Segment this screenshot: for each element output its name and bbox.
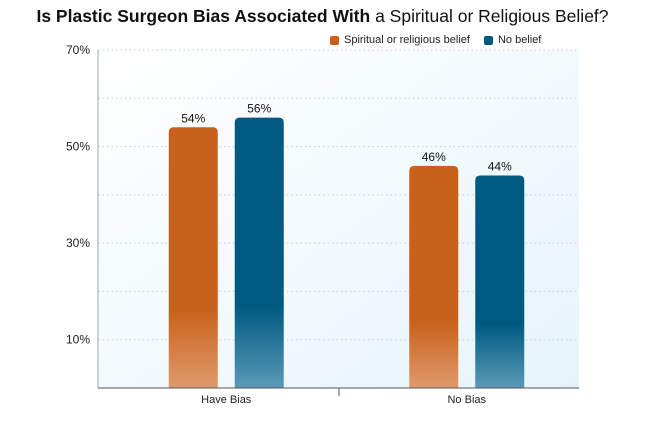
bar-have-bias-0: [168, 127, 218, 388]
bar-have-bias-1: [234, 117, 284, 388]
x-category-label: Have Bias: [201, 394, 252, 406]
y-tick-label: 70%: [66, 43, 90, 57]
x-category-label: No Bias: [447, 394, 486, 406]
legend-item-no-belief: No belief: [483, 34, 542, 46]
legend-swatch-no-belief: [483, 35, 493, 45]
bar-no-bias-1: [475, 175, 525, 388]
data-label: 54%: [181, 111, 205, 125]
y-axis-ticks: 10% 30% 50% 70%: [66, 43, 90, 347]
legend-label-spiritual: Spiritual or religious belief: [344, 34, 470, 46]
bars: [168, 117, 525, 388]
y-tick-label: 10%: [66, 333, 90, 347]
bar-no-bias-0: [409, 165, 459, 388]
data-label: 56%: [247, 102, 271, 116]
data-label: 46%: [422, 150, 446, 164]
chart-title: Is Plastic Surgeon Bias Associated With …: [0, 6, 645, 27]
legend: Spiritual or religious belief No belief: [330, 34, 541, 46]
data-labels: 54% 56% 46% 44%: [181, 102, 512, 174]
legend-item-spiritual: Spiritual or religious belief: [330, 34, 470, 46]
y-tick-label: 30%: [66, 236, 90, 250]
y-tick-label: 50%: [66, 140, 90, 154]
chart-title-bold: Is Plastic Surgeon Bias Associated With: [36, 6, 371, 26]
legend-swatch-spiritual: [330, 35, 339, 45]
legend-label-no-belief: No belief: [497, 34, 542, 46]
chart-title-rest: a Spiritual or Religious Belief?: [370, 6, 609, 26]
data-label: 44%: [488, 160, 512, 174]
x-axis-categories: Have Bias No Bias: [201, 394, 486, 406]
